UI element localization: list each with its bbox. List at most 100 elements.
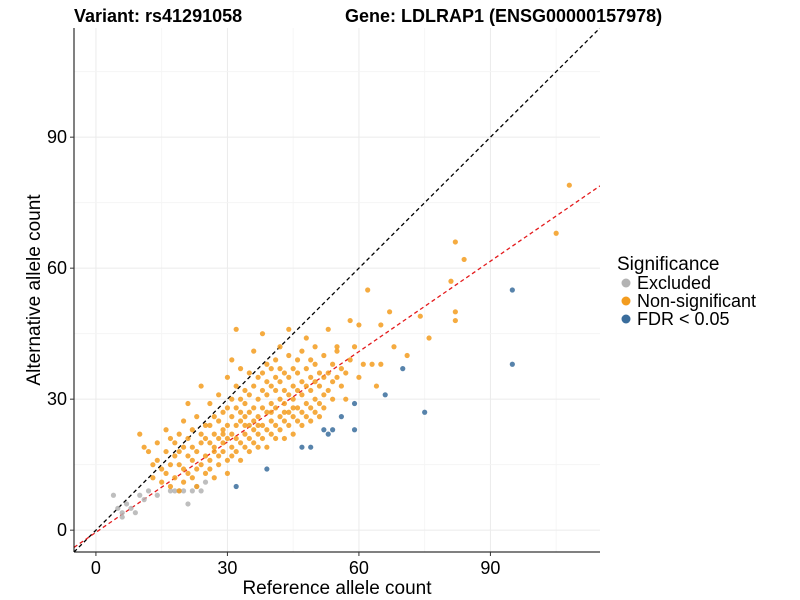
point-fdr-0-05 — [509, 361, 515, 367]
point-non-significant — [330, 361, 336, 367]
point-non-significant — [246, 392, 252, 398]
point-non-significant — [273, 422, 279, 428]
point-non-significant — [246, 370, 252, 376]
point-non-significant — [294, 370, 301, 376]
point-non-significant — [255, 414, 261, 420]
point-non-significant — [224, 405, 231, 411]
point-non-significant — [176, 488, 182, 494]
point-non-significant — [189, 444, 195, 450]
point-non-significant — [312, 379, 318, 385]
x-tick-label: 60 — [349, 558, 369, 578]
point-non-significant — [268, 400, 274, 407]
point-non-significant — [286, 326, 292, 332]
point-non-significant — [150, 462, 156, 468]
point-non-significant — [281, 435, 287, 442]
point-non-significant — [448, 278, 454, 284]
point-fdr-0-05 — [400, 366, 406, 372]
point-non-significant — [202, 435, 209, 442]
point-excluded — [132, 510, 138, 516]
point-non-significant — [242, 387, 248, 394]
point-non-significant — [220, 440, 226, 446]
point-non-significant — [189, 457, 195, 463]
point-non-significant — [417, 313, 423, 319]
point-non-significant — [273, 374, 279, 380]
point-non-significant — [233, 448, 239, 455]
point-non-significant — [237, 457, 244, 463]
point-non-significant — [216, 392, 222, 398]
point-non-significant — [299, 422, 305, 428]
point-non-significant — [316, 383, 323, 389]
point-non-significant — [281, 418, 287, 424]
point-non-significant — [246, 409, 252, 415]
point-fdr-0-05 — [321, 427, 327, 433]
point-non-significant — [216, 462, 222, 468]
point-non-significant — [176, 431, 182, 437]
point-non-significant — [154, 440, 160, 446]
point-non-significant — [220, 427, 226, 433]
point-non-significant — [264, 392, 270, 398]
tick-labels: 0 30 60 90 0 30 60 90 — [47, 127, 500, 578]
point-non-significant — [290, 405, 296, 411]
point-non-significant — [172, 475, 178, 481]
point-non-significant — [229, 444, 235, 450]
point-non-significant — [303, 366, 309, 372]
point-non-significant — [202, 470, 209, 476]
point-non-significant — [224, 435, 231, 442]
point-non-significant — [365, 287, 371, 293]
point-non-significant — [242, 414, 248, 420]
point-fdr-0-05 — [330, 427, 336, 433]
point-non-significant — [303, 335, 309, 341]
point-excluded — [145, 488, 152, 494]
legend-swatch-excluded — [621, 278, 631, 288]
point-non-significant — [334, 348, 340, 354]
point-non-significant — [316, 414, 323, 420]
point-non-significant — [159, 466, 165, 472]
point-non-significant — [242, 444, 248, 450]
point-non-significant — [198, 462, 204, 468]
reference-line-fit — [74, 185, 600, 548]
point-non-significant — [281, 387, 287, 394]
point-non-significant — [233, 383, 239, 389]
point-non-significant — [185, 453, 191, 459]
point-non-significant — [194, 466, 200, 472]
y-tick-label: 30 — [47, 389, 67, 409]
axes — [70, 28, 600, 556]
legend: Significance ExcludedNon-significantFDR … — [617, 254, 756, 329]
point-non-significant — [216, 453, 222, 459]
point-non-significant — [145, 448, 152, 455]
point-non-significant — [229, 431, 235, 437]
point-non-significant — [237, 409, 244, 415]
point-non-significant — [237, 366, 244, 372]
y-axis-title: Alternative allele count — [24, 194, 45, 386]
point-non-significant — [452, 309, 458, 315]
point-non-significant — [251, 405, 257, 411]
point-excluded — [119, 514, 125, 520]
legend-label-non-significant: Non-significant — [637, 291, 756, 311]
point-non-significant — [220, 448, 226, 455]
point-non-significant — [255, 431, 261, 437]
point-non-significant — [185, 435, 191, 442]
y-tick-label: 0 — [57, 520, 67, 540]
x-tick-label: 0 — [91, 558, 101, 578]
point-non-significant — [259, 387, 266, 394]
y-tick-label: 60 — [47, 258, 67, 278]
point-non-significant — [176, 462, 182, 468]
point-non-significant — [299, 392, 305, 398]
point-non-significant — [207, 466, 213, 472]
point-non-significant — [194, 483, 200, 490]
point-non-significant — [273, 405, 279, 411]
point-non-significant — [452, 317, 458, 324]
point-non-significant — [452, 239, 458, 245]
point-non-significant — [246, 448, 252, 455]
point-non-significant — [312, 396, 318, 402]
point-non-significant — [290, 431, 296, 437]
point-non-significant — [330, 396, 336, 402]
point-non-significant — [224, 457, 231, 463]
legend-swatch-non-significant — [621, 296, 631, 306]
point-non-significant — [198, 383, 204, 389]
point-non-significant — [259, 405, 266, 411]
point-non-significant — [343, 396, 349, 402]
point-non-significant — [404, 352, 410, 359]
point-excluded — [189, 488, 195, 494]
grid — [74, 28, 600, 552]
